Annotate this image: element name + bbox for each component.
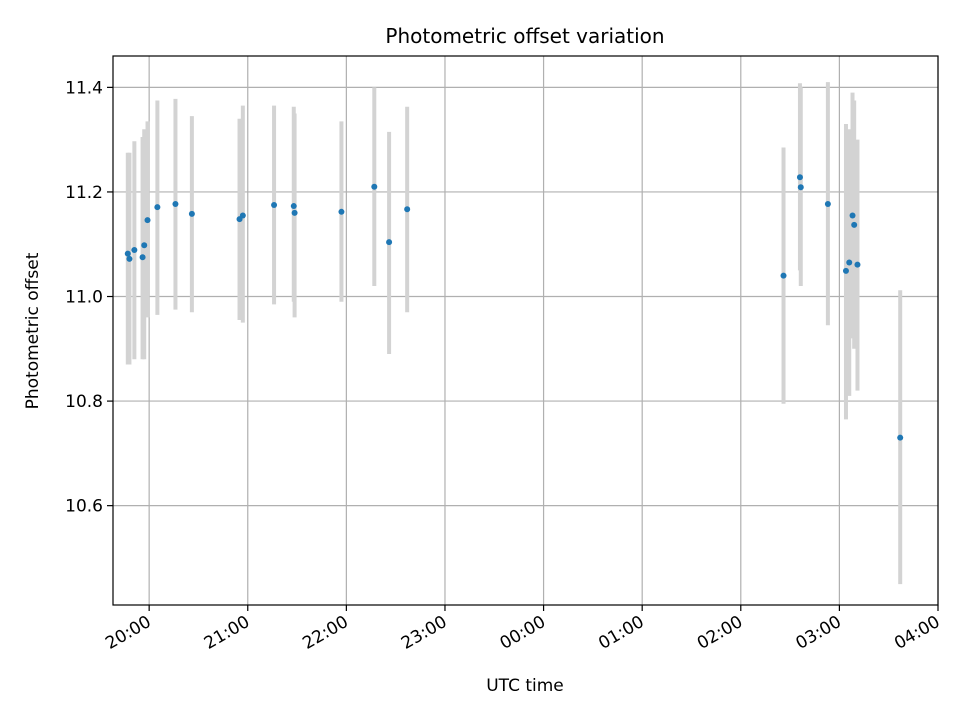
y-axis: 10.6 10.8 11.0 11.2 11.4 (65, 78, 113, 517)
data-point (271, 202, 278, 209)
data-point (849, 212, 856, 219)
data-point (386, 239, 393, 246)
data-point (139, 254, 146, 261)
data-point (124, 250, 131, 257)
y-tick-label: 10.6 (65, 497, 103, 517)
data-point (338, 208, 345, 215)
data-point (141, 242, 148, 249)
data-point (851, 221, 858, 228)
data-point (404, 206, 411, 213)
data-point (126, 255, 133, 262)
x-axis-title: UTC time (486, 676, 564, 696)
data-point (842, 267, 849, 274)
data-points (124, 174, 904, 441)
data-point (371, 183, 378, 190)
y-tick-label: 11.4 (65, 78, 103, 98)
y-tick-label: 11.2 (65, 183, 103, 203)
y-tick-label: 10.8 (65, 392, 103, 412)
data-point (188, 210, 195, 217)
data-point (780, 272, 787, 279)
data-point (131, 246, 138, 253)
data-point (854, 261, 861, 268)
y-axis-title: Photometric offset (23, 252, 43, 409)
data-point (797, 184, 804, 191)
plot-frame (112, 55, 939, 606)
data-point (291, 209, 298, 216)
data-point (239, 212, 246, 219)
data-point (172, 200, 179, 207)
data-point (144, 217, 151, 224)
data-point (796, 174, 803, 181)
data-point (154, 204, 161, 211)
y-tick-label: 11.0 (65, 288, 103, 308)
chart-title: Photometric offset variation (385, 24, 664, 48)
data-point (824, 200, 831, 207)
data-point (290, 203, 297, 210)
data-point (846, 259, 853, 266)
data-point (897, 434, 904, 441)
